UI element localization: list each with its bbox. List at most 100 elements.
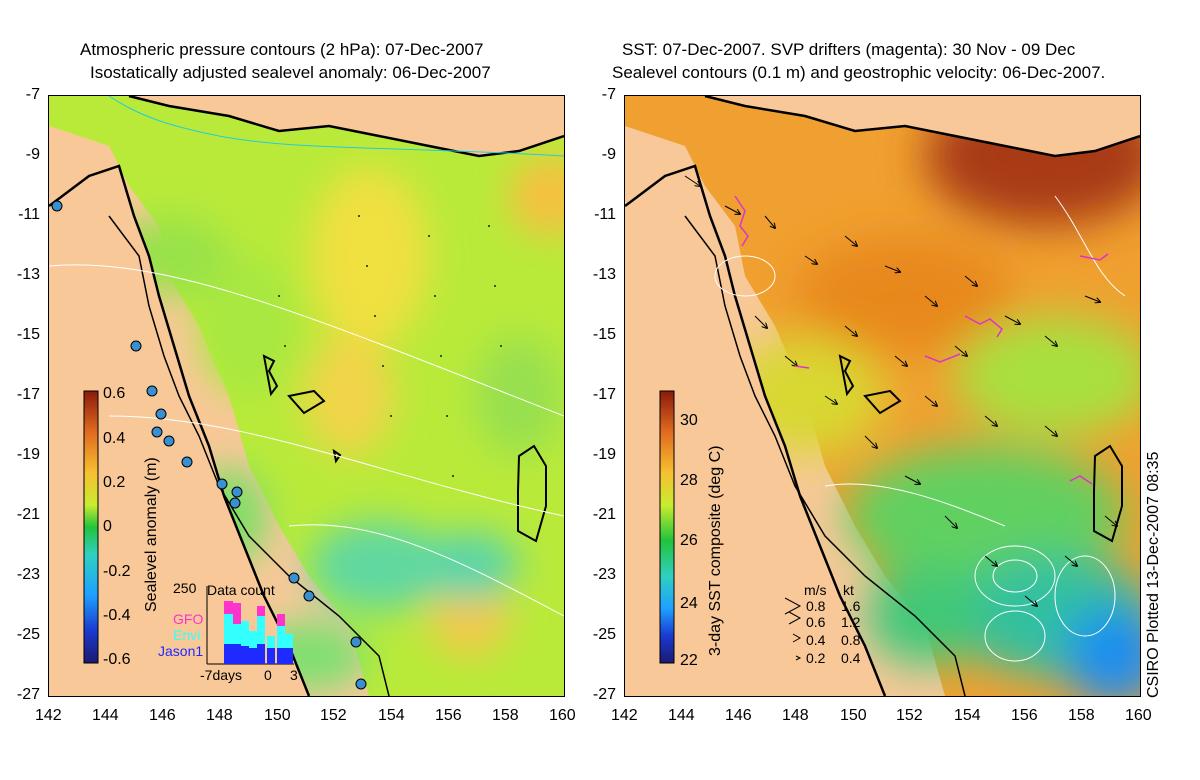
data-count-x-zero: 0 xyxy=(264,667,272,683)
right-lat-tick: -15 xyxy=(592,326,616,343)
mission-gfo: GFO xyxy=(173,611,204,627)
sst-field xyxy=(625,96,1140,696)
right-lat-tick: -11 xyxy=(594,206,616,223)
right-lat-tick: -25 xyxy=(592,626,616,643)
sla-tick: -0.2 xyxy=(103,563,131,580)
velocity-legend-kt-header: kt xyxy=(843,582,854,598)
mission-envi: Envi xyxy=(173,627,201,643)
left-lon-tick: 160 xyxy=(549,707,576,724)
right-lon-tick: 148 xyxy=(782,707,809,724)
sealevel-field xyxy=(49,96,564,696)
shelf-edge xyxy=(684,215,966,696)
sst-colorbar xyxy=(659,390,675,664)
pressure-contour xyxy=(108,96,564,157)
tide-gauges xyxy=(51,200,367,690)
right-lat-tick: -23 xyxy=(592,566,616,583)
png-coastline xyxy=(704,96,1140,158)
right-lat-tick: -7 xyxy=(601,86,616,103)
sealevel-map xyxy=(49,96,564,696)
queensland-coast xyxy=(49,166,309,696)
data-count-x-end: 3 xyxy=(290,667,298,683)
sst-map xyxy=(625,96,1140,696)
right-lon-tick: 146 xyxy=(725,707,752,724)
right-lon-tick: 144 xyxy=(668,707,695,724)
sst-colorbar-label: 3-day SST composite (deg C) xyxy=(707,445,724,656)
sla-colorbar-label: Sealevel anomaly (m) xyxy=(143,457,160,612)
left-lat-tick: -21 xyxy=(16,506,40,523)
right-lat-tick: -27 xyxy=(592,686,616,703)
sla-tick: -0.6 xyxy=(103,651,131,668)
sealevel-colorbar xyxy=(83,390,99,664)
data-count-bars xyxy=(224,601,293,664)
left-lon-tick: 158 xyxy=(492,707,519,724)
coastline xyxy=(49,164,311,696)
right-lat-tick: -9 xyxy=(601,146,616,163)
sla-tick: 0.4 xyxy=(103,430,126,447)
sealevel-contours xyxy=(714,195,1126,662)
left-lat-tick: -15 xyxy=(16,326,40,343)
right-lat-tick: -13 xyxy=(592,266,616,283)
right-lon-tick: 150 xyxy=(840,707,867,724)
right-lon-tick: 154 xyxy=(954,707,981,724)
right-map-panel xyxy=(624,95,1141,697)
left-lon-tick: 148 xyxy=(206,707,233,724)
svp-drifter-tracks xyxy=(734,195,1109,485)
left-title-line2: Isostatically adjusted sealevel anomaly:… xyxy=(90,63,491,82)
papua-new-guinea xyxy=(129,96,564,156)
left-lon-tick: 152 xyxy=(320,707,347,724)
pressure-contour xyxy=(288,524,564,617)
coastline xyxy=(625,164,887,696)
left-lat-tick: -13 xyxy=(16,266,40,283)
velocity-legend-kt: 0.8 xyxy=(841,632,861,648)
left-title-line1: Atmospheric pressure contours (2 hPa): 0… xyxy=(80,40,484,59)
velocity-legend-kt: 0.4 xyxy=(841,650,861,666)
queensland-coast xyxy=(625,166,885,696)
sla-tick: 0.6 xyxy=(103,385,126,402)
velocity-legend-ms: 0.6 xyxy=(806,614,826,630)
papua-new-guinea xyxy=(705,96,1140,156)
sla-tick: 0.2 xyxy=(103,474,126,491)
sst-tick: 28 xyxy=(680,472,698,489)
left-lon-tick: 156 xyxy=(435,707,462,724)
sst-tick: 22 xyxy=(680,652,698,669)
sst-tick: 24 xyxy=(680,595,698,612)
pressure-contour xyxy=(108,415,564,517)
velocity-legend-ms: 0.2 xyxy=(806,650,826,666)
png-coastline xyxy=(128,96,564,158)
velocity-legend-ms: 0.8 xyxy=(806,598,826,614)
right-lon-tick: 158 xyxy=(1068,707,1095,724)
left-map-panel xyxy=(48,95,565,697)
pressure-contour xyxy=(49,264,564,417)
right-lat-tick: -21 xyxy=(592,506,616,523)
data-count-ymax: 250 xyxy=(173,580,197,596)
right-lon-tick: 160 xyxy=(1125,707,1152,724)
left-lat-tick: -19 xyxy=(16,446,40,463)
right-lat-tick: -17 xyxy=(592,386,616,403)
right-title-line2: Sealevel contours (0.1 m) and geostrophi… xyxy=(612,63,1106,82)
data-count-x-start: -7days xyxy=(200,667,243,683)
right-lon-tick: 152 xyxy=(896,707,923,724)
left-lat-tick: -17 xyxy=(16,386,40,403)
right-lon-tick: 156 xyxy=(1011,707,1038,724)
left-lat-tick: -23 xyxy=(16,566,40,583)
data-count-inset xyxy=(206,586,294,665)
left-lon-tick: 150 xyxy=(264,707,291,724)
sst-tick: 30 xyxy=(680,412,698,429)
left-lat-tick: -11 xyxy=(18,206,40,223)
sla-tick: 0 xyxy=(103,518,112,535)
right-lat-tick: -19 xyxy=(592,446,616,463)
plot-credit: CSIRO Plotted 13-Dec-2007 08:35 xyxy=(1145,451,1162,698)
velocity-legend-ms: 0.4 xyxy=(806,632,826,648)
left-lon-tick: 154 xyxy=(378,707,405,724)
right-title-line1: SST: 07-Dec-2007. SVP drifters (magenta)… xyxy=(622,40,1076,59)
sst-tick: 26 xyxy=(680,532,698,549)
left-lon-tick: 146 xyxy=(149,707,176,724)
velocity-legend-kt: 1.2 xyxy=(841,614,861,630)
sla-tick: -0.4 xyxy=(103,607,131,624)
data-count-title: Data count xyxy=(207,582,275,598)
velocity-legend-ms-header: m/s xyxy=(804,582,827,598)
left-lon-tick: 142 xyxy=(35,707,62,724)
right-lon-tick: 142 xyxy=(611,707,638,724)
mission-jason1: Jason1 xyxy=(158,643,204,659)
left-lon-tick: 144 xyxy=(92,707,119,724)
